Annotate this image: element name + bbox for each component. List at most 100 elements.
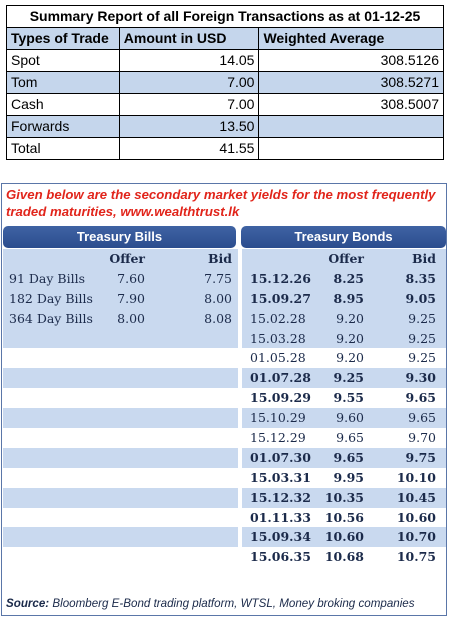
- bond-maturity: 15.06.35: [250, 549, 311, 565]
- column-separator: [238, 348, 242, 369]
- bond-maturity: 15.03.28: [250, 330, 306, 346]
- bond-bid: 10.60: [396, 509, 436, 525]
- bond-bid: 9.25: [408, 330, 436, 346]
- bond-offer: 10.35: [324, 489, 364, 505]
- bond-bid: 10.75: [396, 549, 436, 565]
- bond-offer: 9.20: [336, 350, 364, 366]
- bill-bid: 8.00: [204, 290, 232, 306]
- header-amount-usd: Amount in USD: [118, 27, 260, 50]
- column-separator: [238, 288, 242, 309]
- bond-bid: 9.70: [408, 430, 436, 446]
- bill-bid: 8.08: [204, 310, 232, 326]
- bond-offer: 10.56: [324, 509, 364, 525]
- yields-column-header-row: Offer Bid Offer Bid: [3, 249, 446, 269]
- column-separator: [238, 308, 242, 329]
- amount-usd: 14.05: [118, 49, 260, 72]
- secondary-market-yields-panel: Given below are the secondary market yie…: [1, 183, 447, 616]
- bond-offer: 9.95: [333, 469, 364, 485]
- yields-row: 15.12.29 9.65 9.70: [3, 428, 446, 448]
- column-separator: [238, 328, 242, 349]
- bond-maturity: 01.05.28: [250, 350, 306, 366]
- yields-row: 15.10.29 9.60 9.65: [3, 408, 446, 429]
- bond-maturity: 15.09.27: [250, 290, 311, 306]
- column-separator: [238, 507, 242, 528]
- trade-type: Total: [6, 137, 120, 160]
- yields-intro-text: Given below are the secondary market yie…: [6, 187, 436, 219]
- bond-maturity: 01.07.28: [250, 370, 311, 386]
- bills-bid-header: Bid: [207, 251, 232, 266]
- trade-type: Cash: [6, 93, 120, 116]
- weighted-average: [258, 137, 444, 160]
- source-text: Bloomberg E-Bond trading platform, WTSL,…: [49, 597, 415, 610]
- trade-type: Tom: [6, 71, 120, 94]
- amount-usd: 41.55: [118, 137, 260, 160]
- bond-maturity: 01.07.30: [250, 449, 311, 465]
- column-separator: [238, 547, 242, 568]
- fx-summary-table: Summary Report of all Foreign Transactio…: [6, 5, 444, 160]
- weighted-average: [258, 115, 444, 138]
- header-weighted-average: Weighted Average: [258, 27, 444, 50]
- bond-bid: 8.35: [405, 270, 436, 286]
- bills-offer-header: Offer: [109, 251, 145, 266]
- bond-bid: 9.30: [405, 370, 436, 386]
- bond-offer: 10.68: [324, 549, 364, 565]
- yields-table: Offer Bid Offer Bid 91 Day Bills 7.60 7.75 15.1…: [3, 249, 446, 568]
- yields-row: 01.11.33 10.56 10.60: [3, 507, 446, 528]
- yields-row: 15.12.32 10.35 10.45: [3, 487, 446, 508]
- bond-maturity: 15.09.29: [250, 390, 311, 406]
- bill-bid: 7.75: [204, 270, 232, 286]
- bond-bid: 9.25: [408, 350, 436, 366]
- header-types-of-trade: Types of Trade: [6, 27, 120, 50]
- bond-offer: 8.95: [333, 290, 364, 306]
- yields-row: 15.03.31 9.95 10.10: [3, 467, 446, 488]
- bond-maturity: 15.09.34: [250, 529, 311, 545]
- column-separator: [238, 447, 242, 468]
- summary-row-total: Total 41.55: [6, 137, 444, 160]
- bill-name: 364 Day Bills: [9, 310, 93, 326]
- bond-offer: 9.25: [333, 370, 364, 386]
- column-separator: [238, 428, 242, 448]
- yields-row: 182 Day Bills 7.90 8.00 15.09.27 8.95 9.05: [3, 288, 446, 309]
- bill-offer: 7.60: [117, 270, 145, 286]
- bond-bid: 10.10: [396, 469, 436, 485]
- column-separator: [238, 408, 242, 429]
- column-separator: [238, 467, 242, 488]
- bond-maturity: 15.02.28: [250, 310, 306, 326]
- yields-row: 01.05.28 9.20 9.25: [3, 348, 446, 369]
- treasury-bonds-header: Treasury Bonds: [241, 226, 446, 248]
- bond-bid: 10.45: [396, 489, 436, 505]
- column-separator: [238, 249, 242, 269]
- summary-row-cash: Cash 7.00 308.5007: [6, 93, 444, 116]
- bond-maturity: 15.10.29: [250, 410, 306, 426]
- bond-offer: 9.60: [336, 410, 364, 426]
- yields-row: 91 Day Bills 7.60 7.75 15.12.26 8.25 8.35: [3, 268, 446, 289]
- yields-row: 15.06.35 10.68 10.75: [3, 547, 446, 568]
- weighted-average: 308.5007: [258, 93, 444, 116]
- column-separator: [238, 268, 242, 289]
- yields-row: 15.09.34 10.60 10.70: [3, 527, 446, 548]
- amount-usd: 7.00: [118, 93, 260, 116]
- source-label: Source:: [6, 597, 50, 610]
- bonds-bid-header: Bid: [411, 251, 436, 266]
- yields-row: 15.09.29 9.55 9.65: [3, 388, 446, 409]
- yields-row: 15.03.28 9.20 9.25: [3, 328, 446, 349]
- summary-row-spot: Spot 14.05 308.5126: [6, 49, 444, 72]
- column-separator: [238, 527, 242, 548]
- bond-bid: 9.65: [408, 410, 436, 426]
- bonds-offer-header: Offer: [328, 251, 364, 266]
- bond-offer: 8.25: [333, 270, 364, 286]
- bill-offer: 8.00: [117, 310, 145, 326]
- bill-offer: 7.90: [117, 290, 145, 306]
- summary-title: Summary Report of all Foreign Transactio…: [6, 5, 444, 28]
- amount-usd: 13.50: [118, 115, 260, 138]
- yields-row: 364 Day Bills 8.00 8.08 15.02.28 9.20 9.25: [3, 308, 446, 329]
- bond-bid: 9.65: [405, 390, 436, 406]
- bond-maturity: 15.03.31: [250, 469, 311, 485]
- yields-row: 01.07.30 9.65 9.75: [3, 447, 446, 468]
- treasury-bills-header: Treasury Bills: [3, 226, 236, 248]
- weighted-average: 308.5126: [258, 49, 444, 72]
- weighted-average: 308.5271: [258, 71, 444, 94]
- bond-maturity: 15.12.32: [250, 489, 311, 505]
- bill-name: 91 Day Bills: [9, 270, 85, 286]
- bond-bid: 9.05: [405, 290, 436, 306]
